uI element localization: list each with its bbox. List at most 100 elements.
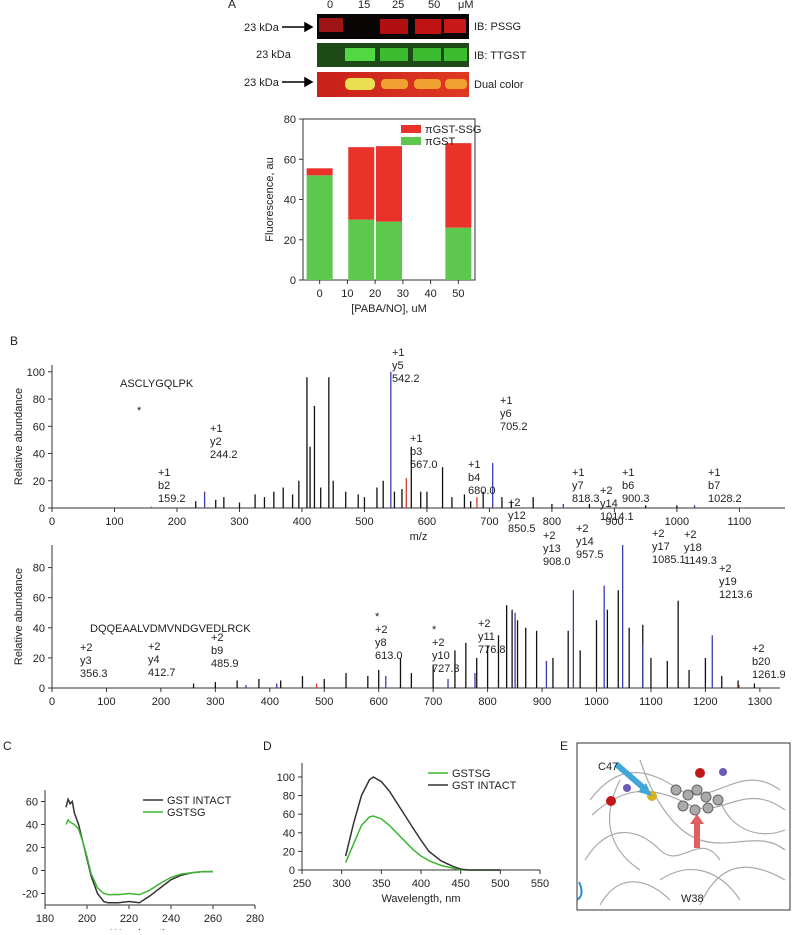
ion-label: 957.5 [576,549,604,561]
x-tick-label: 550 [531,878,549,890]
bar-segment [348,219,375,280]
ion-label: 412.7 [148,667,176,679]
ion-label: y17 [652,541,670,553]
lane-label: 50 [428,0,440,11]
y-tick-label: 80 [284,114,296,126]
bar-segment [306,168,333,176]
x-tick-label: 400 [293,516,311,528]
y-tick-label: 60 [33,593,45,605]
x-tick-label: 50 [452,288,464,300]
y-tick-label: 20 [33,476,45,488]
bar-segment [376,146,402,222]
x-tick-label: 40 [424,288,436,300]
ion-label: +1 [622,467,635,479]
legend-label: πGST-SSG [425,124,482,136]
blot-label: Dual color [474,79,524,91]
residue-label: C47 [598,761,618,773]
x-tick-label: 800 [543,516,561,528]
y-tick-label: 40 [283,828,295,840]
panel-letter: E [560,739,568,753]
y-tick-label: 0 [289,865,295,877]
ion-label: y2 [210,436,222,448]
x-tick-label: 1000 [665,516,689,528]
ion-label: y3 [80,655,92,667]
y-tick-label: 60 [284,154,296,166]
ion-label: 705.2 [500,421,528,433]
ion-label: y14 [576,536,594,548]
residue-label: W38 [681,893,704,905]
peptide: ASCLYGQLPK [120,378,194,390]
x-axis-label: [PABA/NO], uM [351,303,427,315]
y-tick-label: 0 [32,866,38,878]
x-tick-label: 0 [317,288,323,300]
ion-label: +1 [572,467,585,479]
ion-label: y7 [572,480,584,492]
ion-label: * [432,624,437,636]
x-tick-label: 500 [315,696,333,708]
x-tick-label: 300 [230,516,248,528]
ion-label: * [137,405,142,417]
x-axis-label: Wavelength, nm [381,893,460,905]
ion-label: 818.3 [572,493,600,505]
ion-label: 567.0 [410,459,438,471]
ion-label: +1 [410,433,423,445]
bar-segment [445,227,472,280]
ion-label: +2 [719,563,732,575]
legend-swatch [401,137,421,145]
ion-label: +2 [375,624,388,636]
peptide: DQQEAALVDMVNDGVEDLRCK [90,623,251,635]
panel-letter: D [263,739,272,753]
x-tick-label: 300 [332,878,350,890]
lane-label: 25 [392,0,404,11]
y-tick-label: 100 [277,772,295,784]
x-tick-label: 400 [261,696,279,708]
ion-label: +2 [508,497,521,509]
x-tick-label: 350 [372,878,390,890]
ion-label: +2 [543,530,556,542]
y-tick-label: 40 [33,623,45,635]
panel-letter: A [228,0,236,11]
ion-label: y8 [375,637,387,649]
x-tick-label: 1100 [639,696,663,708]
ion-label: y14 [600,498,618,510]
x-tick-label: 180 [36,913,54,925]
x-tick-label: 1100 [728,516,752,528]
x-tick-label: 600 [370,696,388,708]
ion-label: 356.3 [80,668,108,680]
y-tick-label: 0 [39,503,45,515]
panel-letter: C [3,739,12,753]
ion-label: y4 [148,654,160,666]
blot-label: IB: TTGST [474,50,527,62]
x-tick-label: 220 [120,913,138,925]
ion-label: y13 [543,543,561,555]
ion-label: 900.3 [622,493,650,505]
legend-label: GSTSG [167,807,206,819]
y-tick-label: 40 [284,195,296,207]
x-tick-label: 800 [478,696,496,708]
marker-label: 23 kDa [256,49,292,61]
ion-label: +1 [708,467,721,479]
y-tick-label: 60 [283,809,295,821]
ion-label: y6 [500,408,512,420]
panel-letter: B [10,334,18,348]
bar-segment [306,175,333,280]
y-tick-label: 0 [290,275,296,287]
ion-label: +1 [392,347,405,359]
ion-label: 613.0 [375,650,403,662]
ion-label: y10 [432,650,450,662]
x-tick-label: 700 [424,696,442,708]
ion-label: b20 [752,656,770,668]
line [344,815,501,871]
ion-label: +2 [576,523,589,535]
ion-label: y5 [392,360,404,372]
ion-label: b9 [211,645,223,657]
bar-segment [376,221,402,280]
ion-label: y18 [684,542,702,554]
x-tick-label: 30 [397,288,409,300]
ion-label: +2 [684,529,697,541]
y-tick-label: 80 [283,791,295,803]
x-tick-label: 200 [152,696,170,708]
y-tick-label: -20 [22,889,38,901]
ion-label: b4 [468,472,480,484]
x-tick-label: 1200 [693,696,717,708]
